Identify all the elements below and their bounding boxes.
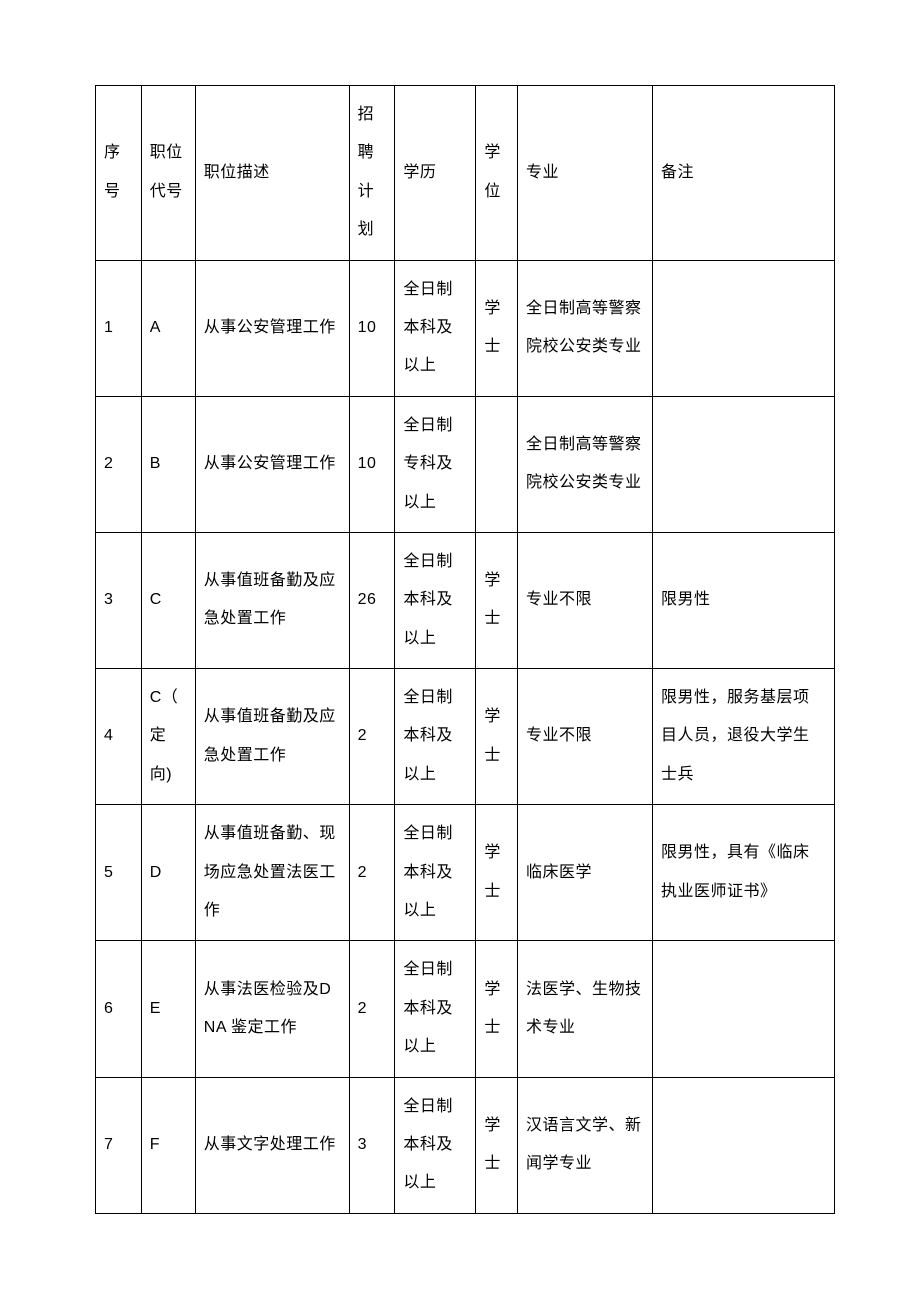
cell-plan: 2 (349, 669, 395, 805)
cell-seq: 3 (96, 532, 142, 668)
cell-edu: 全日制专科及以上 (395, 396, 476, 532)
cell-seq: 5 (96, 805, 142, 941)
cell-edu: 全日制本科及以上 (395, 532, 476, 668)
cell-remark (653, 1077, 835, 1213)
cell-edu: 全日制本科及以上 (395, 669, 476, 805)
cell-desc: 从事值班备勤及应急处置工作 (195, 669, 349, 805)
table-row: 3 C 从事值班备勤及应急处置工作 26 全日制本科及以上 学士 专业不限 限男… (96, 532, 835, 668)
cell-major: 全日制高等警察院校公安类专业 (517, 260, 652, 396)
cell-code: B (141, 396, 195, 532)
cell-code: C (141, 532, 195, 668)
cell-desc: 从事公安管理工作 (195, 396, 349, 532)
cell-major: 专业不限 (517, 532, 652, 668)
cell-major: 法医学、生物技术专业 (517, 941, 652, 1077)
table-body: 序号 职位代号 职位描述 招聘计划 学历 学位 专业 备注 1 A 从事公安管理… (96, 86, 835, 1214)
cell-degree: 学士 (476, 532, 518, 668)
cell-edu: 全日制本科及以上 (395, 260, 476, 396)
cell-degree (476, 396, 518, 532)
table-row: 5 D 从事值班备勤、现场应急处置法医工作 2 全日制本科及以上 学士 临床医学… (96, 805, 835, 941)
table-row: 6 E 从事法医检验及DNA 鉴定工作 2 全日制本科及以上 学士 法医学、生物… (96, 941, 835, 1077)
cell-degree: 学士 (476, 941, 518, 1077)
cell-seq: 7 (96, 1077, 142, 1213)
table-row: 7 F 从事文字处理工作 3 全日制本科及以上 学士 汉语言文学、新闻学专业 (96, 1077, 835, 1213)
cell-code: A (141, 260, 195, 396)
header-desc: 职位描述 (195, 86, 349, 261)
cell-plan: 10 (349, 260, 395, 396)
header-remark: 备注 (653, 86, 835, 261)
cell-major: 临床医学 (517, 805, 652, 941)
cell-major: 汉语言文学、新闻学专业 (517, 1077, 652, 1213)
cell-plan: 3 (349, 1077, 395, 1213)
cell-desc: 从事值班备勤及应急处置工作 (195, 532, 349, 668)
cell-desc: 从事值班备勤、现场应急处置法医工作 (195, 805, 349, 941)
header-seq: 序号 (96, 86, 142, 261)
cell-remark: 限男性 (653, 532, 835, 668)
cell-plan: 26 (349, 532, 395, 668)
cell-desc: 从事文字处理工作 (195, 1077, 349, 1213)
cell-degree: 学士 (476, 805, 518, 941)
cell-plan: 10 (349, 396, 395, 532)
table-row: 4 C（ 定向) 从事值班备勤及应急处置工作 2 全日制本科及以上 学士 专业不… (96, 669, 835, 805)
cell-plan: 2 (349, 941, 395, 1077)
cell-seq: 1 (96, 260, 142, 396)
cell-remark (653, 260, 835, 396)
cell-edu: 全日制本科及以上 (395, 1077, 476, 1213)
cell-plan: 2 (349, 805, 395, 941)
recruitment-table: 序号 职位代号 职位描述 招聘计划 学历 学位 专业 备注 1 A 从事公安管理… (95, 85, 835, 1214)
table-row: 1 A 从事公安管理工作 10 全日制本科及以上 学士 全日制高等警察院校公安类… (96, 260, 835, 396)
header-code: 职位代号 (141, 86, 195, 261)
cell-remark (653, 941, 835, 1077)
header-plan: 招聘计划 (349, 86, 395, 261)
cell-seq: 4 (96, 669, 142, 805)
table-header-row: 序号 职位代号 职位描述 招聘计划 学历 学位 专业 备注 (96, 86, 835, 261)
cell-degree: 学士 (476, 669, 518, 805)
header-edu: 学历 (395, 86, 476, 261)
header-degree: 学位 (476, 86, 518, 261)
cell-desc: 从事公安管理工作 (195, 260, 349, 396)
cell-edu: 全日制本科及以上 (395, 941, 476, 1077)
cell-seq: 6 (96, 941, 142, 1077)
cell-code: F (141, 1077, 195, 1213)
cell-code: D (141, 805, 195, 941)
header-major: 专业 (517, 86, 652, 261)
cell-remark (653, 396, 835, 532)
cell-degree: 学士 (476, 1077, 518, 1213)
cell-seq: 2 (96, 396, 142, 532)
cell-remark: 限男性，具有《临床执业医师证书》 (653, 805, 835, 941)
cell-code: C（ 定向) (141, 669, 195, 805)
table-row: 2 B 从事公安管理工作 10 全日制专科及以上 全日制高等警察院校公安类专业 (96, 396, 835, 532)
cell-major: 全日制高等警察院校公安类专业 (517, 396, 652, 532)
cell-edu: 全日制本科及以上 (395, 805, 476, 941)
cell-code: E (141, 941, 195, 1077)
cell-major: 专业不限 (517, 669, 652, 805)
cell-degree: 学士 (476, 260, 518, 396)
cell-remark: 限男性，服务基层项目人员，退役大学生士兵 (653, 669, 835, 805)
cell-desc: 从事法医检验及DNA 鉴定工作 (195, 941, 349, 1077)
